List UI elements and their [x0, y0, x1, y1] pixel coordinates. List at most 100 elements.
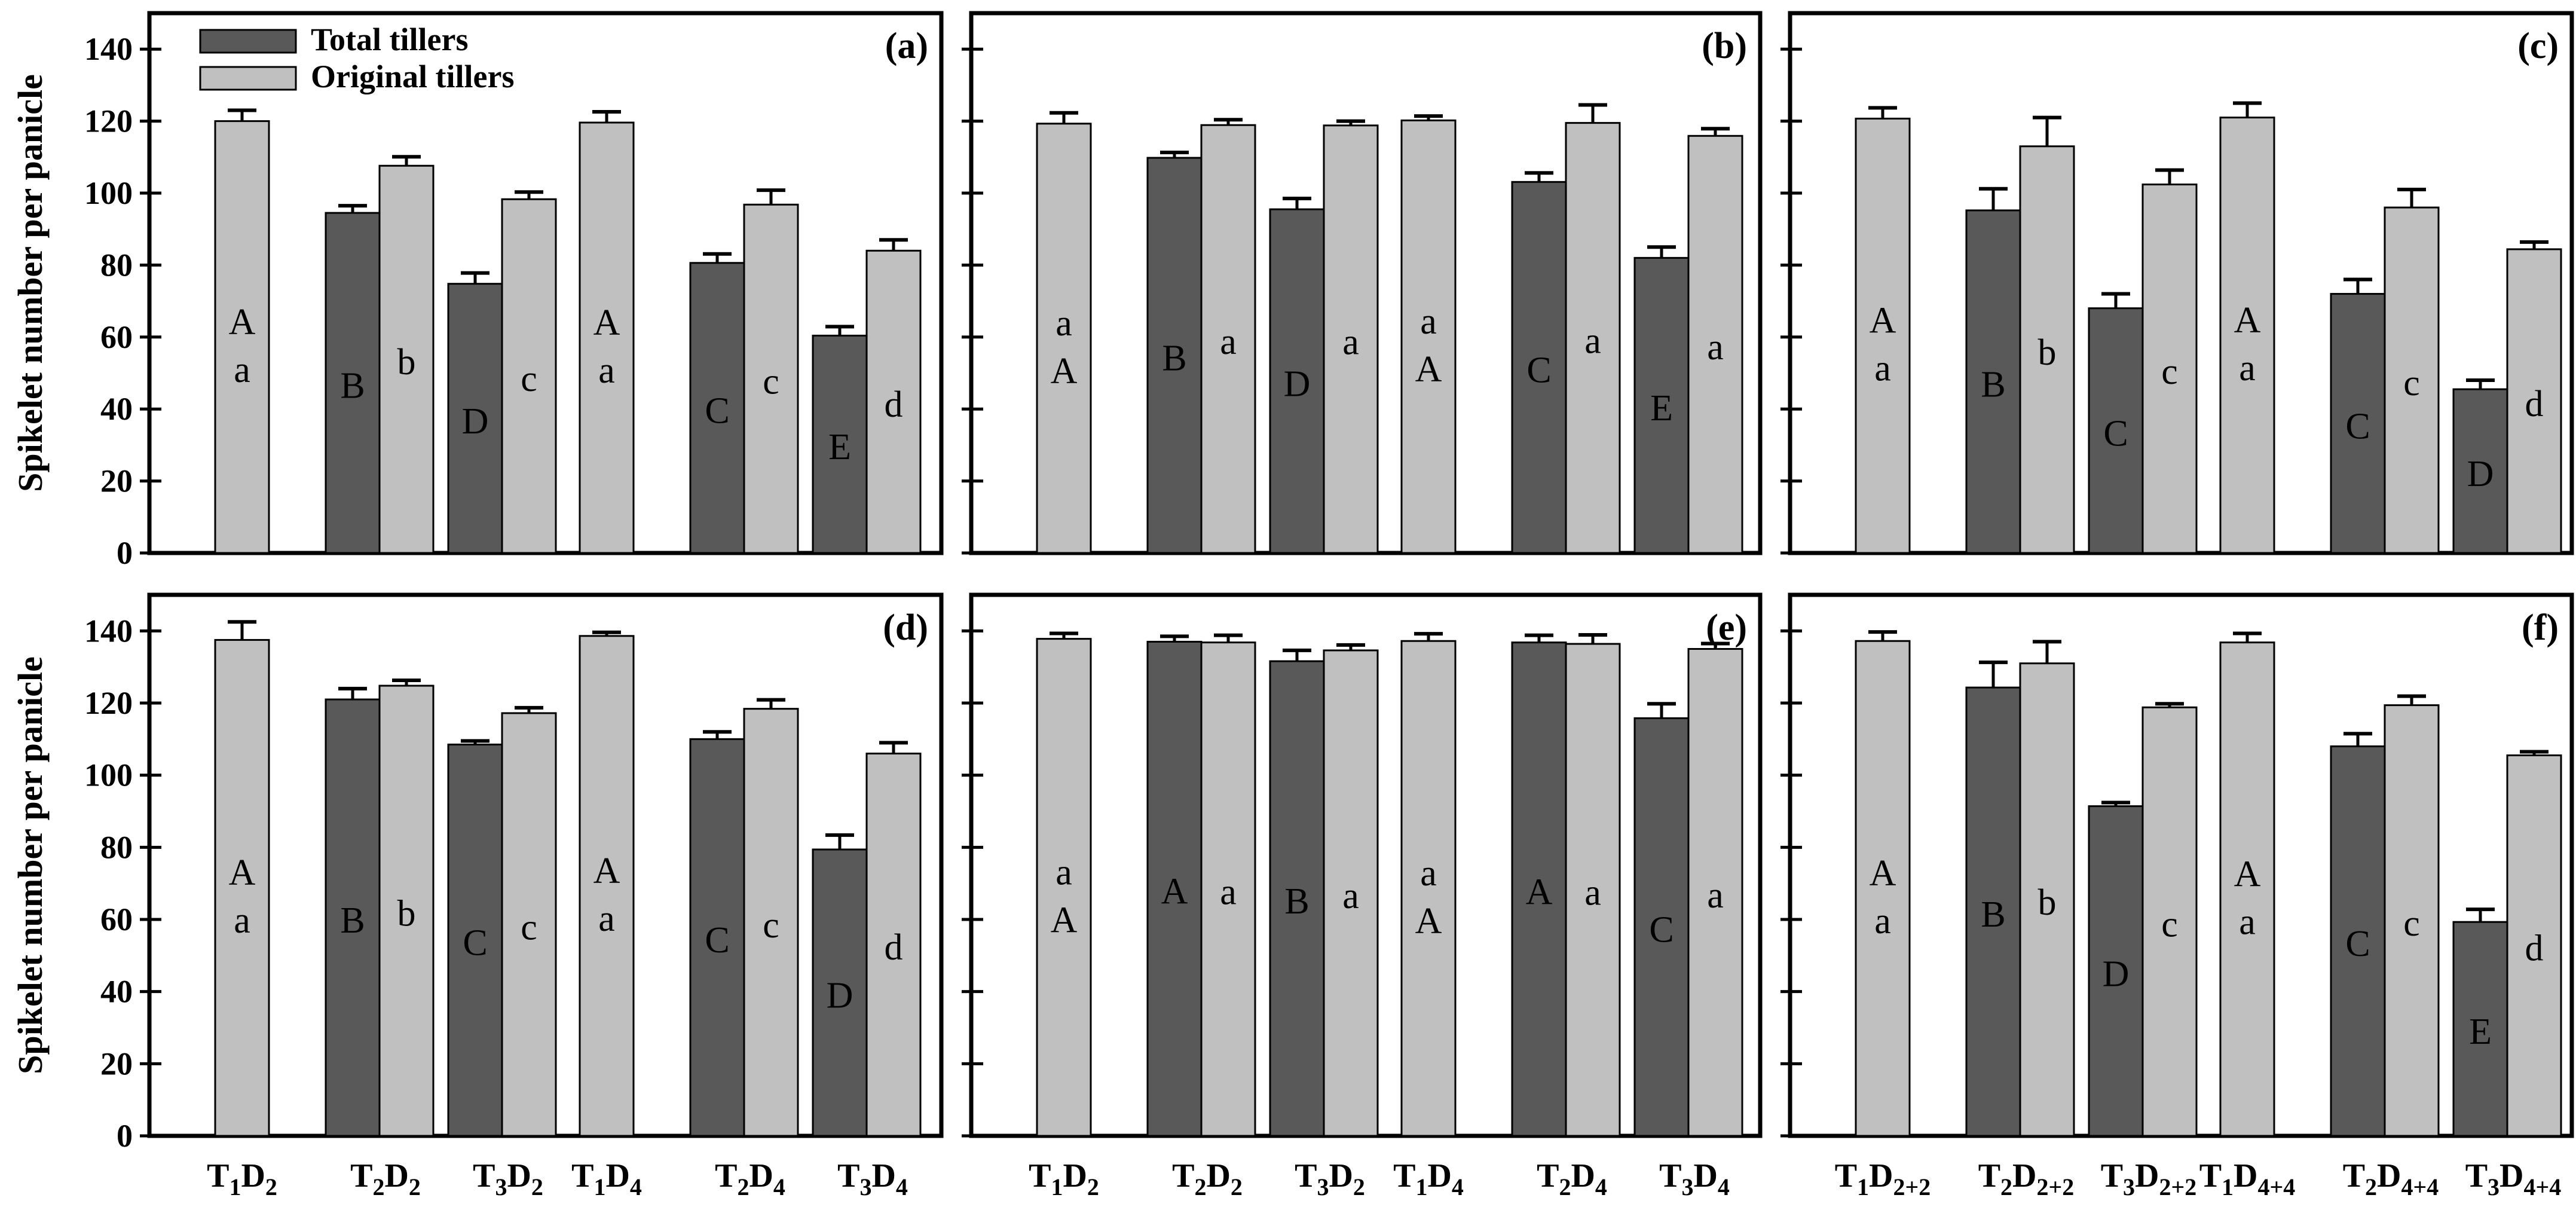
panel-f: (f) Aa T1D2+2 B b T2D2+2 Dc T3D2+2 Aa T1D4+4 Cc T2D… — [1780, 592, 2574, 1200]
significance-label: D — [462, 401, 489, 442]
significance-label: b — [2038, 882, 2057, 923]
y-tick-label: 80 — [100, 829, 133, 865]
significance-label: c — [521, 359, 537, 399]
significance-label: B — [340, 900, 365, 941]
x-tick-label: T3D2 — [1295, 1157, 1365, 1200]
original-tillers-bar — [1400, 119, 1457, 554]
significance-label: A — [593, 851, 620, 891]
significance-label: A — [229, 302, 256, 343]
significance-label: C — [705, 920, 729, 961]
original-tillers-bar — [378, 685, 435, 1137]
significance-label: c — [763, 362, 779, 402]
significance-label: d — [885, 927, 903, 968]
x-tick-label: T2D2 — [1172, 1157, 1243, 1200]
significance-label: a — [1707, 327, 1724, 368]
original-tillers-bar — [1200, 641, 1256, 1137]
total-tillers-bar — [447, 743, 503, 1137]
legend-label: Total tillers — [311, 22, 469, 57]
significance-label: a — [1584, 873, 1601, 913]
legend-swatch — [199, 66, 297, 91]
significance-label: A — [1161, 872, 1188, 912]
total-tillers-bar — [1146, 157, 1203, 554]
panel-label: (d) — [883, 607, 928, 648]
original-tillers-bar — [1855, 117, 1911, 554]
panel-label: (c) — [2517, 26, 2559, 66]
original-tillers-bar — [1687, 135, 1743, 554]
original-tillers-bar — [579, 121, 635, 554]
total-tillers-bar — [325, 698, 381, 1137]
original-tillers-bar — [1855, 640, 1911, 1137]
significance-label: c — [2403, 363, 2420, 404]
original-tillers-bar — [214, 120, 270, 554]
original-tillers-bar — [1565, 643, 1621, 1137]
significance-label: B — [340, 366, 365, 407]
significance-label: C — [705, 390, 729, 431]
significance-label: a — [598, 899, 615, 939]
significance-label: c — [763, 905, 779, 946]
x-tick-label: T1D4 — [1393, 1157, 1464, 1200]
x-tick-label: T3D4 — [1659, 1157, 1730, 1200]
significance-label: C — [2345, 406, 2370, 447]
x-tick-label: T3D4 — [837, 1157, 908, 1200]
original-tillers-bar — [743, 203, 799, 554]
panel-label: (e) — [1706, 607, 1747, 648]
significance-label: E — [1650, 388, 1673, 429]
significance-label: B — [1981, 364, 2005, 405]
y-tick-label: 100 — [84, 757, 133, 793]
significance-label: a — [1874, 901, 1891, 942]
x-tick-label: T1D4+4 — [2199, 1157, 2296, 1200]
x-tick-label: T3D4+4 — [2465, 1157, 2562, 1200]
original-tillers-bar — [2384, 206, 2440, 554]
original-tillers-bar — [865, 249, 922, 554]
total-tillers-bar — [2088, 307, 2144, 554]
original-tillers-bar — [214, 638, 270, 1137]
original-tillers-bar — [1687, 648, 1743, 1137]
original-tillers-bar — [579, 635, 635, 1137]
original-tillers-bar — [2506, 248, 2562, 554]
panel-a: 0 20 40 60 80 100 120 140 (a) Aa Bb Dc Aa Cc Ed Spikele… — [11, 11, 944, 571]
significance-label: a — [1707, 875, 1724, 916]
x-tick-label: T1D2 — [207, 1157, 277, 1200]
y-axis-label: Spikelet number per panicle — [11, 74, 50, 492]
original-tillers-bar — [1036, 123, 1092, 554]
x-tick-label: T2D4 — [1537, 1157, 1607, 1200]
y-tick-label: 0 — [117, 535, 133, 571]
significance-label: A — [1051, 351, 1078, 392]
total-tillers-bar — [1511, 641, 1567, 1137]
total-tillers-bar — [2330, 745, 2386, 1137]
y-tick-label: 60 — [100, 319, 133, 355]
significance-label: C — [1649, 910, 1674, 951]
significance-label: C — [463, 923, 487, 964]
total-tillers-bar — [689, 738, 745, 1137]
total-tillers-bar — [812, 334, 868, 554]
significance-label: E — [2469, 1012, 2492, 1052]
significance-label: a — [598, 350, 615, 391]
x-tick-label: T3D2 — [473, 1157, 543, 1200]
significance-label: b — [397, 342, 416, 383]
significance-label: A — [593, 302, 620, 343]
x-tick-label: T2D2 — [350, 1157, 421, 1200]
significance-label: c — [2161, 352, 2178, 392]
original-tillers-bar — [1323, 124, 1379, 554]
significance-label: A — [1870, 301, 1896, 341]
significance-label: a — [1220, 322, 1237, 362]
original-tillers-bar — [2019, 662, 2075, 1137]
total-tillers-bar — [1965, 686, 2021, 1137]
total-tillers-bar — [447, 283, 503, 554]
significance-label: C — [2103, 413, 2128, 454]
x-tick-label: T3D2+2 — [2101, 1157, 2197, 1200]
significance-label: A — [229, 852, 256, 893]
significance-label: C — [1526, 350, 1551, 391]
total-tillers-bar — [325, 212, 381, 554]
original-tillers-bar — [1400, 640, 1457, 1137]
original-tillers-bar — [2219, 641, 2275, 1137]
x-tick-label: T2D4 — [715, 1157, 785, 1200]
significance-label: a — [1584, 320, 1601, 361]
panel-label: (b) — [1702, 26, 1747, 66]
original-tillers-bar — [501, 198, 557, 554]
significance-label: a — [234, 350, 250, 390]
significance-label: D — [827, 975, 853, 1016]
